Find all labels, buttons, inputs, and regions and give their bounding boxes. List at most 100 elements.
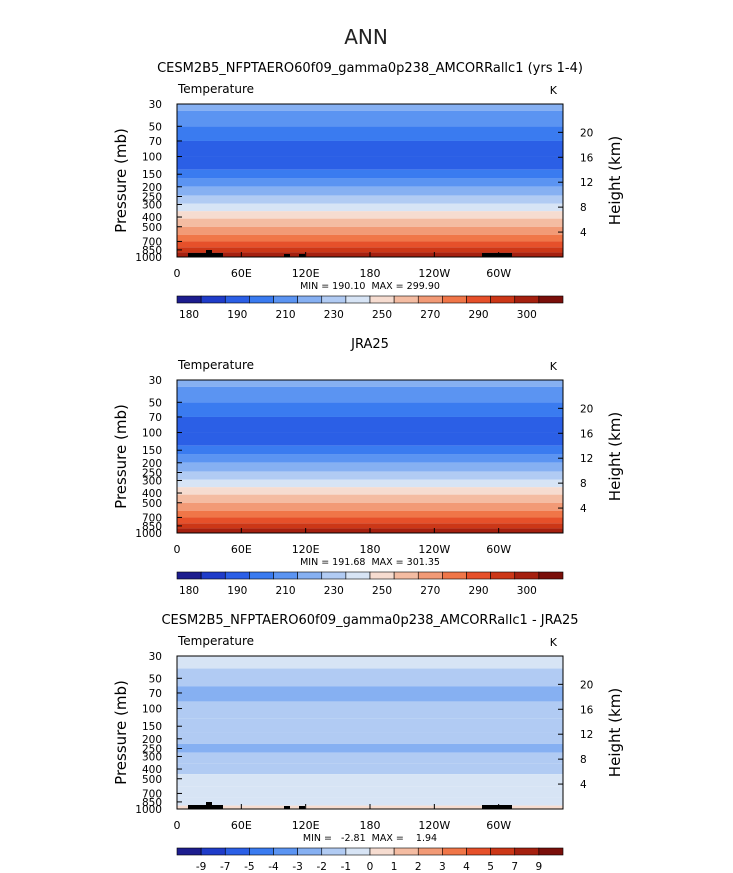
topography	[206, 802, 212, 809]
y-tick-label: 200	[142, 734, 162, 746]
topography	[299, 254, 305, 257]
y-tick-label: 500	[142, 774, 162, 786]
y-tick-label: 50	[149, 673, 162, 685]
contour-band	[177, 462, 563, 472]
colorbar-swatch	[466, 847, 491, 856]
x-tick-label: 60W	[486, 267, 511, 280]
colorbar-swatch	[442, 847, 467, 856]
colorbar-swatch	[538, 847, 564, 856]
colorbar-swatch	[297, 847, 323, 856]
x-tick-label: 180	[360, 819, 381, 832]
y-right-tick-label: 4	[580, 779, 587, 791]
y-right-tick-label: 16	[580, 428, 594, 440]
units-label: K	[550, 636, 558, 649]
panel-difference: CESM2B5_NFPTAERO60f09_gamma0p238_AMCORRa…	[112, 613, 624, 873]
topography	[482, 805, 512, 809]
colorbar-swatch	[417, 847, 443, 856]
contour-band	[177, 786, 563, 798]
y-axis-title: Pressure (mb)	[112, 128, 130, 233]
contour-band	[177, 517, 563, 524]
colorbar-label: -3	[292, 861, 302, 873]
contour-band	[177, 668, 563, 687]
y-right-tick-label: 20	[580, 127, 593, 139]
contour-band	[177, 502, 563, 511]
colorbar-label: 290	[469, 585, 489, 597]
x-tick-label: 0	[174, 267, 181, 280]
y-tick-label: 700	[142, 236, 162, 248]
colorbar-label: 4	[463, 861, 470, 873]
contour-band	[177, 471, 563, 480]
contour-band	[177, 169, 563, 179]
y-right-tick-label: 12	[580, 177, 593, 189]
contour-band	[177, 479, 563, 488]
y-right-tick-label: 20	[580, 679, 593, 691]
x-tick-label: 180	[360, 267, 381, 280]
contour-band	[177, 487, 563, 495]
colorbar-swatch	[249, 295, 274, 304]
colorbar-label: 230	[324, 585, 344, 597]
contour-band	[177, 195, 563, 204]
contour-band	[177, 380, 563, 387]
panel-subtitle: Temperature	[177, 82, 254, 96]
y-tick-label: 150	[142, 169, 162, 181]
y-right-tick-label: 16	[580, 704, 594, 716]
colorbar-swatch	[176, 295, 202, 304]
colorbar-swatch	[490, 847, 516, 856]
colorbar-swatch	[200, 295, 226, 304]
figure-title: ANN	[344, 25, 388, 49]
x-tick-label: 120W	[418, 267, 450, 280]
colorbar-label: 180	[179, 309, 199, 321]
y-right-tick-label: 12	[580, 453, 593, 465]
x-tick-label: 0	[174, 543, 181, 556]
y-right-tick-label: 8	[580, 202, 587, 214]
colorbar-swatch	[297, 295, 323, 304]
contour-band	[177, 797, 563, 806]
x-tick-label: 60E	[231, 543, 252, 556]
colorbar-label: 250	[372, 309, 392, 321]
colorbar-swatch	[466, 571, 491, 580]
contour-band	[177, 656, 563, 669]
colorbar-label: -9	[196, 861, 206, 873]
contour-band	[177, 218, 563, 227]
colorbar-swatch	[393, 847, 419, 856]
colorbar-label: 270	[420, 309, 440, 321]
y-tick-label: 850	[142, 521, 162, 533]
panel-subtitle: Temperature	[177, 634, 254, 648]
colorbar-swatch	[249, 571, 274, 580]
contour-band	[177, 234, 563, 242]
colorbar-swatch	[417, 571, 443, 580]
colorbar-swatch	[345, 295, 371, 304]
colorbar-label: 3	[439, 861, 446, 873]
y-tick-label: 700	[142, 788, 162, 800]
y-tick-label: 100	[142, 428, 162, 440]
colorbar-label: 230	[324, 309, 344, 321]
colorbar-swatch	[369, 295, 395, 304]
x-tick-label: 120E	[292, 543, 320, 556]
panel-title: JRA25	[350, 337, 389, 352]
colorbar-swatch	[442, 295, 467, 304]
x-tick-label: 120W	[418, 819, 450, 832]
colorbar-label: -5	[244, 861, 254, 873]
contour-band	[177, 241, 563, 248]
colorbar-swatch	[321, 571, 347, 580]
colorbar-swatch	[297, 571, 323, 580]
y-tick-label: 250	[142, 468, 162, 480]
colorbar-swatch	[393, 571, 419, 580]
x-tick-label: 180	[360, 543, 381, 556]
colorbar-swatch	[514, 847, 540, 856]
contour-band	[177, 732, 563, 744]
colorbar-label: 210	[276, 309, 296, 321]
contour-band	[177, 211, 563, 219]
colorbar-label: 190	[227, 585, 247, 597]
topography	[284, 806, 290, 809]
y-tick-label: 400	[142, 488, 162, 500]
y-tick-label: 30	[149, 651, 162, 663]
y-tick-label: 400	[142, 764, 162, 776]
x-tick-label: 60E	[231, 267, 252, 280]
colorbar-label: 300	[517, 309, 537, 321]
y-axis-title: Pressure (mb)	[112, 404, 130, 509]
y-tick-label: 850	[142, 797, 162, 809]
y-right-tick-label: 12	[580, 729, 593, 741]
topography	[482, 253, 512, 257]
